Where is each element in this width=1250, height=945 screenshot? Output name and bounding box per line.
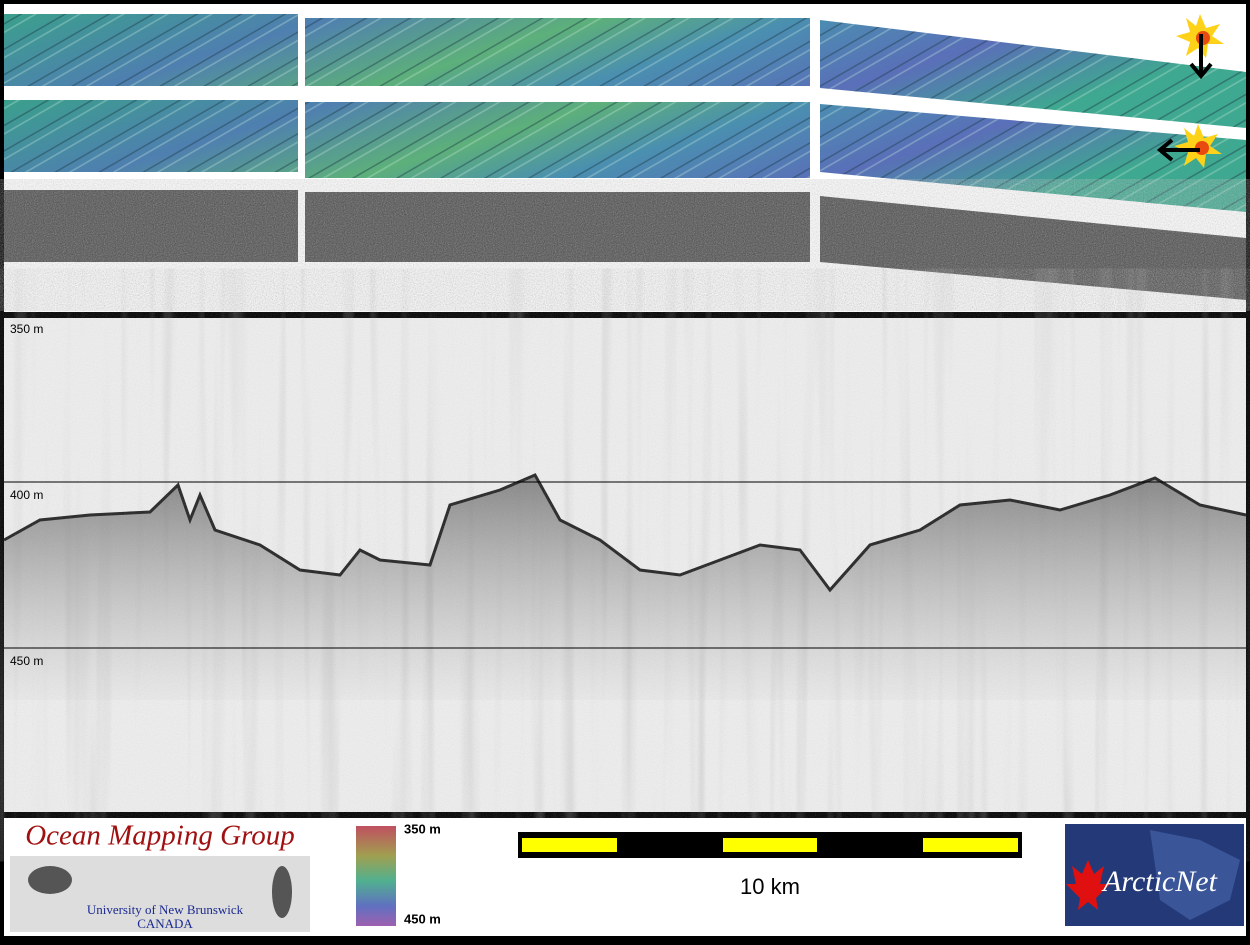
university: University of New Brunswick xyxy=(87,902,244,917)
colorbar-label: 450 m xyxy=(404,911,441,926)
sun-icon xyxy=(1156,124,1222,168)
country: CANADA xyxy=(137,916,193,931)
swath-row xyxy=(4,100,1246,212)
omg-logo: Ocean Mapping Group University of New Br… xyxy=(10,820,310,932)
scale-segment xyxy=(923,838,1018,852)
depth-label: 400 m xyxy=(10,488,43,502)
scale-segment xyxy=(723,838,817,852)
logo-map xyxy=(1150,830,1240,920)
swath-texture xyxy=(4,100,1246,212)
depth-label: 450 m xyxy=(10,654,43,668)
colorbar-label: 350 m xyxy=(404,821,441,836)
colorbar xyxy=(356,826,396,926)
swath-row xyxy=(4,14,1246,128)
partner-name: ArcticNet xyxy=(1101,865,1218,898)
scale-bar: 10 km xyxy=(518,832,1022,899)
arcticnet-logo: ArcticNet xyxy=(1065,824,1244,926)
depth-label: 350 m xyxy=(10,322,43,336)
arrow-head xyxy=(1189,62,1213,80)
logo-vehicle xyxy=(272,866,292,918)
backscatter-texture xyxy=(4,190,1246,300)
maple-leaf xyxy=(1066,860,1110,910)
group-title: Ocean Mapping Group xyxy=(25,820,295,852)
scale-segment xyxy=(522,838,617,852)
swath-texture xyxy=(4,14,1246,128)
sun-icon xyxy=(1176,14,1224,80)
scale-label: 10 km xyxy=(740,874,800,899)
swath-row xyxy=(4,190,1246,300)
profile-speckle xyxy=(4,318,1246,812)
arrow-head xyxy=(1156,138,1174,162)
logo-vehicle xyxy=(28,866,72,894)
